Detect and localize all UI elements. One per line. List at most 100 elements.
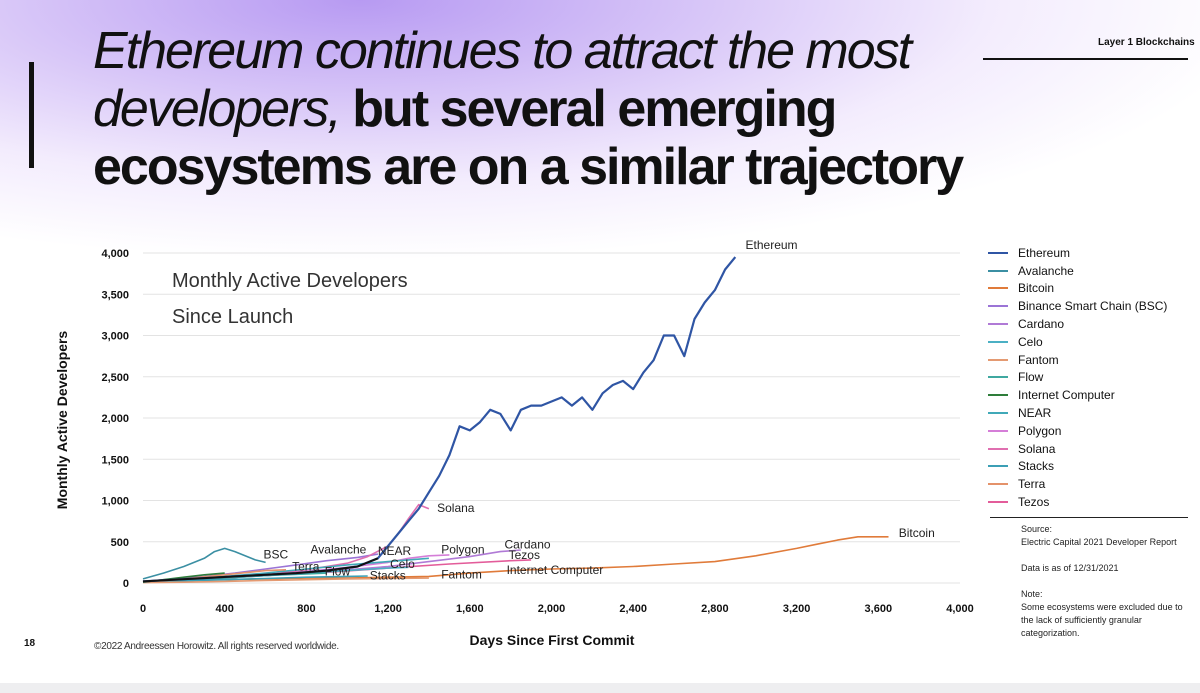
y-tick-label: 1,500 [101,454,129,466]
legend-swatch [988,358,1008,361]
legend-label: Flow [1018,370,1044,385]
note-text: Some ecosystems were excluded due to the… [1021,602,1183,638]
legend-item-avalanche: Avalanche [988,262,1198,280]
annotation-flow: Flow [325,565,351,579]
legend-swatch [988,376,1008,379]
x-tick-label: 4,000 [946,603,974,615]
brand-divider [983,58,1188,60]
legend-label: NEAR [1018,406,1052,421]
line-chart: 0 500 1,000 1,500 2,000 2,500 3,000 3,500 4,000 0… [54,238,974,648]
x-axis-title: Days Since First Commit [470,632,635,648]
source-divider [990,517,1188,518]
annotation-avalanche: Avalanche [310,542,366,556]
x-tick-label: 800 [297,603,315,615]
legend-swatch [988,323,1008,326]
chart-title-line: Since Launch [172,306,293,328]
series-line-ethereum-early [142,557,379,583]
legend-swatch [988,340,1008,343]
legend-item-binance-smart-chain-bsc: Binance Smart Chain (BSC) [988,297,1198,315]
legend-swatch [988,394,1008,397]
legend-swatch [988,269,1008,272]
legend-item-terra: Terra [988,475,1198,493]
page-title-light: Ethereum continues to attract the most d… [93,22,912,138]
x-tick-label: 400 [216,603,234,615]
x-tick-label: 0 [140,603,146,615]
annotation-celo: Celo [390,557,415,571]
x-tick-label: 1,600 [456,603,484,615]
legend-item-bitcoin: Bitcoin [988,280,1198,298]
legend-label: Polygon [1018,423,1062,438]
source-text: Electric Capital 2021 Developer Report [1021,537,1177,547]
legend-swatch [988,429,1008,432]
legend-label: Stacks [1018,459,1055,474]
legend-label: Solana [1018,441,1056,456]
annotation-internet-computer: Internet Computer [507,563,604,577]
series-line-avalanche [142,547,266,580]
legend-item-celo: Celo [988,333,1198,351]
y-axis-title: Monthly Active Developers [54,331,70,510]
legend-swatch [988,287,1008,290]
annotation-bitcoin: Bitcoin [899,526,935,540]
y-tick-label: 2,500 [101,372,129,384]
x-tick-label: 2,800 [701,603,729,615]
legend-swatch [988,447,1008,450]
legend-label: Avalanche [1018,263,1074,278]
page-title: Ethereum continues to attract the most d… [93,22,1053,196]
footer-strip [0,683,1200,693]
legend-item-near: NEAR [988,404,1198,422]
x-tick-label: 2,400 [619,603,647,615]
legend-swatch [988,251,1008,254]
annotation-cardano: Cardano [505,537,551,551]
notes-block: Source: Electric Capital 2021 Developer … [1021,523,1196,640]
source-label: Source: [1021,524,1053,534]
legend-label: Terra [1018,477,1046,492]
legend-label: Cardano [1018,317,1065,332]
legend-swatch [988,305,1008,308]
legend-label: Fantom [1018,352,1059,367]
annotation-solana: Solana [437,501,475,515]
legend-item-ethereum: Ethereum [988,244,1198,262]
title-accent-bar [29,62,34,168]
x-tick-label: 3,600 [865,603,893,615]
x-tick-label: 2,000 [538,603,566,615]
annotation-bsc: BSC [264,547,289,561]
legend-label: Bitcoin [1018,281,1055,296]
note-label: Note: [1021,589,1043,599]
legend-item-stacks: Stacks [988,458,1198,476]
y-tick-label: 3,000 [101,331,129,343]
page-title-bold: but several emerging ecosystems are on a… [93,80,964,196]
legend-item-tezos: Tezos [988,493,1198,511]
annotation-polygon: Polygon [441,542,484,556]
chart-legend: Ethereum Avalanche Bitcoin Binance Smart Ch… [988,244,1198,511]
legend-item-solana: Solana [988,440,1198,458]
brand-label: Layer 1 Blockchains [1098,37,1195,48]
y-tick-label: 3,500 [101,289,129,301]
legend-swatch [988,412,1008,415]
header-background [0,0,1200,260]
chart-title-line: Monthly Active Developers [172,270,408,292]
y-tick-label: 2,000 [101,413,129,425]
legend-label: Internet Computer [1018,388,1115,403]
x-tick-label: 1,200 [374,603,402,615]
series-line-stacks [142,575,368,583]
x-tick-label: 3,200 [783,603,811,615]
legend-label: Binance Smart Chain (BSC) [1018,299,1168,314]
legend-label: Tezos [1018,495,1050,510]
legend-item-flow: Flow [988,369,1198,387]
annotation-fantom: Fantom [441,567,482,581]
legend-item-fantom: Fantom [988,351,1198,369]
annotation-stacks: Stacks [370,569,406,583]
y-tick-label: 500 [111,537,129,549]
legend-swatch [988,483,1008,486]
legend-swatch [988,501,1008,504]
annotation-terra: Terra [292,560,320,574]
legend-label: Celo [1018,334,1043,349]
legend-swatch [988,465,1008,468]
annotation-ethereum: Ethereum [746,238,798,252]
y-tick-label: 4,000 [101,248,129,260]
legend-item-polygon: Polygon [988,422,1198,440]
y-tick-label: 0 [123,578,129,590]
series-line-fantom [142,577,429,584]
legend-label: Ethereum [1018,245,1071,260]
annotation-tezos: Tezos [509,548,540,562]
